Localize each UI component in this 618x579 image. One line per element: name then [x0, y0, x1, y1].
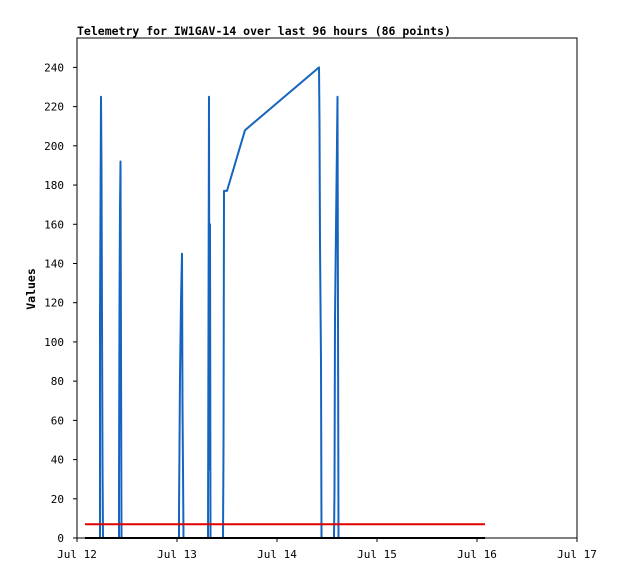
y-tick-label: 160 — [44, 218, 64, 231]
y-tick-label: 0 — [57, 532, 64, 545]
x-tick-label: Jul 16 — [457, 548, 497, 561]
y-tick-label: 200 — [44, 140, 64, 153]
series-layer — [85, 66, 485, 539]
y-tick-label: 120 — [44, 297, 64, 310]
y-tick-label: 60 — [51, 414, 64, 427]
x-tick-label: Jul 15 — [357, 548, 397, 561]
y-tick-label: 180 — [44, 179, 64, 192]
x-tick-label: Jul 14 — [257, 548, 297, 561]
y-tick-label: 100 — [44, 336, 64, 349]
plot-frame — [76, 37, 578, 539]
chart-title: Telemetry for IW1GAV-14 over last 96 hou… — [77, 24, 451, 38]
x-tick-label: Jul 12 — [57, 548, 97, 561]
y-tick-label: 220 — [44, 101, 64, 114]
y-tick-label: 40 — [51, 454, 64, 467]
y-tick-label: 240 — [44, 61, 64, 74]
y-tick-label: 80 — [51, 375, 64, 388]
y-axis-ticks: 0 20 40 60 80 100 120 140 160 180 200 220 240 — [44, 61, 77, 545]
x-tick-label: Jul 17 — [557, 548, 597, 561]
y-axis-label: Values — [24, 268, 38, 310]
y-tick-label: 20 — [51, 493, 64, 506]
x-axis-ticks: Jul 12 Jul 13 Jul 14 Jul 15 Jul 16 Jul 17 — [57, 538, 597, 561]
x-tick-label: Jul 13 — [157, 548, 197, 561]
y-tick-label: 140 — [44, 257, 64, 270]
